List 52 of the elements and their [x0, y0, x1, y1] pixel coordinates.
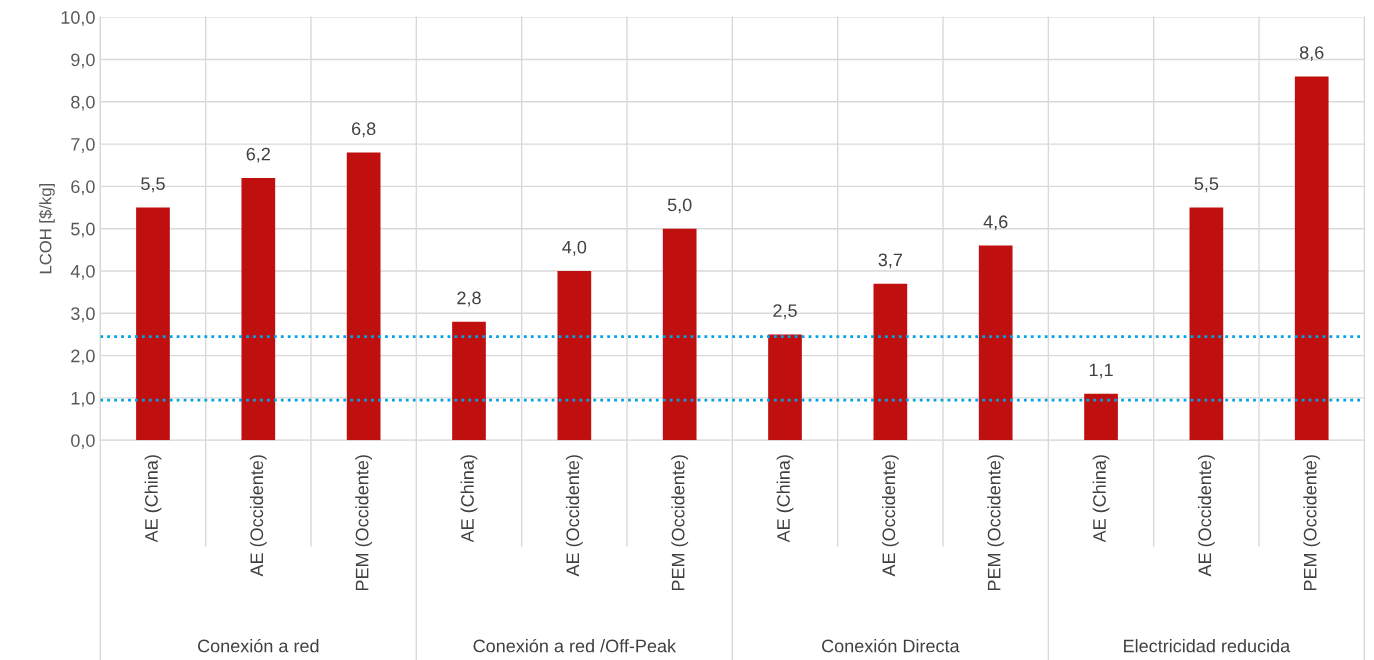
y-axis-title: LCOH [$/kg] — [38, 184, 55, 274]
y-tick-label: 7,0 — [71, 138, 95, 153]
y-tick-label: 2,0 — [71, 349, 95, 365]
text: Conexión a red /Off-Peak — [473, 638, 677, 653]
bar — [1189, 207, 1224, 441]
x-tick-label: AE (China) — [1092, 455, 1110, 543]
y-tick-label: 10,0 — [61, 11, 95, 27]
bar — [241, 177, 276, 441]
y-tick-label: 1,0 — [71, 391, 95, 407]
x-tick-label: AE (Occidente) — [881, 455, 899, 577]
x-tick-label: PEM (Occidente) — [1303, 455, 1321, 591]
y-tick-label: 3,0 — [71, 307, 95, 323]
y-tick-label: 9,0 — [71, 53, 95, 69]
x-tick-label: PEM (Occidente) — [987, 455, 1005, 591]
y-tick-label: 4,0 — [70, 264, 95, 280]
data-label: 5,5 — [1194, 177, 1219, 193]
data-label: 6,2 — [246, 147, 270, 163]
y-tick-label: 8,0 — [71, 95, 95, 111]
x-tick-label: AE (China) — [776, 455, 794, 543]
bar — [452, 321, 486, 441]
data-label: 3,7 — [878, 253, 902, 269]
x-tick-label: AE (Occidente) — [565, 455, 583, 577]
y-tick-label: 6,0 — [71, 180, 95, 196]
bar — [557, 271, 592, 441]
text: Conexión Directa — [822, 638, 960, 653]
bar — [978, 245, 1013, 441]
bar — [768, 334, 802, 441]
x-tick-label: PEM (Occidente) — [355, 455, 373, 591]
data-label: 8,6 — [1299, 46, 1324, 62]
data-label: 5,0 — [667, 198, 692, 214]
data-label: 5,5 — [141, 177, 165, 193]
bar — [662, 228, 697, 441]
bar — [136, 207, 170, 441]
x-tick-label: AE (China) — [460, 455, 478, 543]
x-tick-label: AE (Occidente) — [1197, 455, 1215, 577]
x-tick-label: PEM (Occidente) — [671, 455, 689, 591]
data-label: 6,8 — [352, 122, 376, 138]
y-tick-label: 5,0 — [71, 222, 95, 238]
data-label: 1,1 — [1089, 363, 1113, 379]
text: Conexión a red — [198, 638, 319, 653]
text: Electricidad reducida — [1124, 639, 1291, 653]
bar — [1294, 76, 1329, 441]
data-label: 2,8 — [457, 291, 481, 307]
bar — [346, 152, 381, 441]
data-label: 4,6 — [983, 215, 1008, 231]
data-label: 2,5 — [773, 304, 797, 320]
x-tick-label: AE (Occidente) — [249, 455, 267, 577]
y-tick-label: 0,0 — [71, 434, 95, 450]
bar — [1084, 393, 1118, 441]
data-label: 4,0 — [562, 240, 587, 256]
x-tick-label: AE (China) — [144, 455, 162, 543]
bar — [873, 283, 908, 441]
